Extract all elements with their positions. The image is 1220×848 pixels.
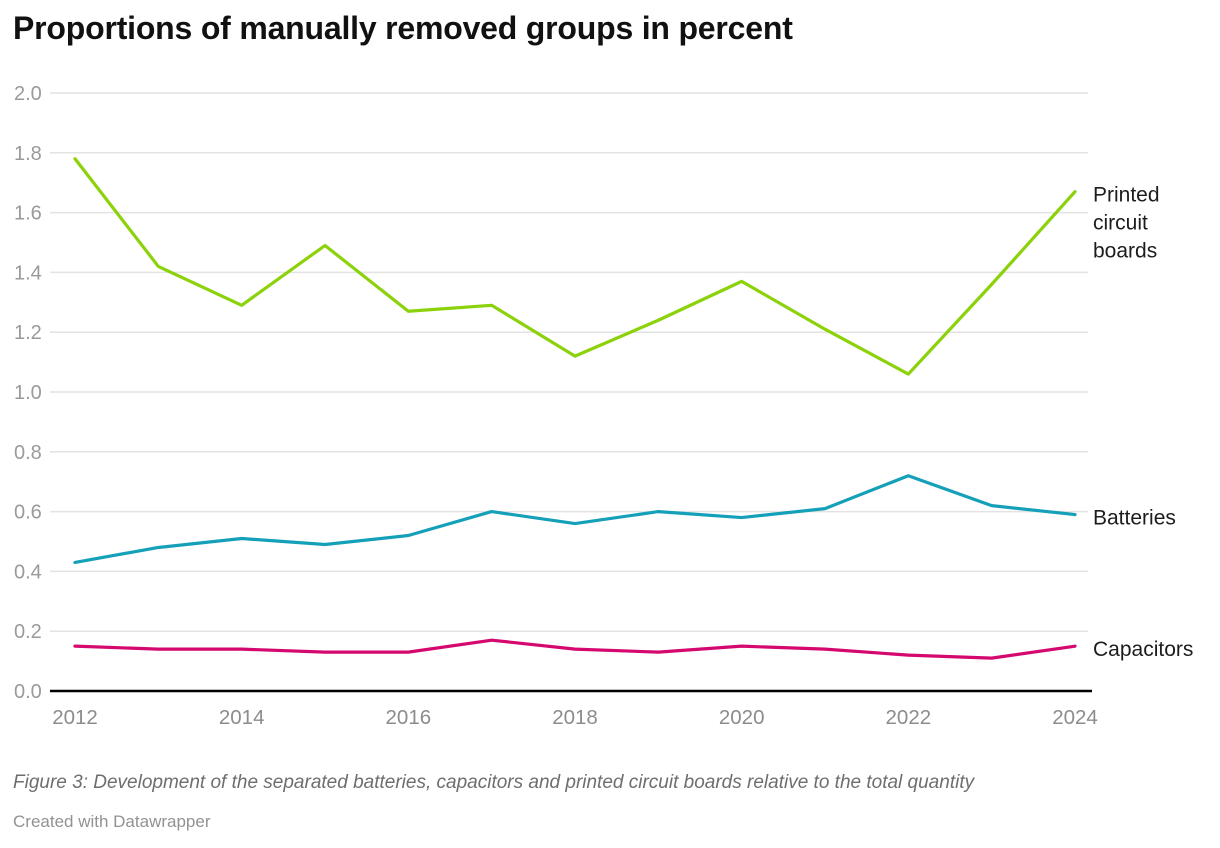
series-line-capacitors xyxy=(73,638,1077,660)
x-tick-label: 2012 xyxy=(52,706,98,729)
x-tick-label: 2024 xyxy=(1052,706,1098,729)
y-tick-label: 2.0 xyxy=(14,83,42,105)
y-tick-label: 0.8 xyxy=(14,442,42,464)
series-label-printed-circuit-boards: boards xyxy=(1093,240,1157,263)
x-tick-label: 2020 xyxy=(719,706,765,729)
y-tick-label: 0.0 xyxy=(14,681,42,703)
x-tick-label: 2014 xyxy=(219,706,265,729)
series-label-capacitors: Capacitors xyxy=(1093,638,1193,661)
y-tick-label: 1.6 xyxy=(14,203,42,225)
y-tick-label: 1.0 xyxy=(14,382,42,404)
chart-title: Proportions of manually removed groups i… xyxy=(13,10,793,46)
y-tick-label: 0.6 xyxy=(14,502,42,524)
x-tick-label: 2016 xyxy=(386,706,432,729)
x-tick-label: 2022 xyxy=(886,706,932,729)
x-tick-label: 2018 xyxy=(552,706,598,729)
y-tick-label: 1.8 xyxy=(14,143,42,165)
figure-caption: Figure 3: Development of the separated b… xyxy=(13,772,975,793)
series-line-batteries xyxy=(73,474,1077,565)
series-line-printed-circuit-boards xyxy=(73,157,1077,376)
datawrapper-attribution: Created with Datawrapper xyxy=(13,812,211,831)
y-tick-label: 1.2 xyxy=(14,322,42,344)
series-label-printed-circuit-boards: circuit xyxy=(1093,212,1148,235)
series-label-printed-circuit-boards: Printed xyxy=(1093,184,1160,207)
series-label-batteries: Batteries xyxy=(1093,507,1176,530)
y-tick-label: 0.4 xyxy=(14,561,42,583)
y-tick-label: 0.2 xyxy=(14,621,42,643)
y-tick-label: 1.4 xyxy=(14,262,42,284)
